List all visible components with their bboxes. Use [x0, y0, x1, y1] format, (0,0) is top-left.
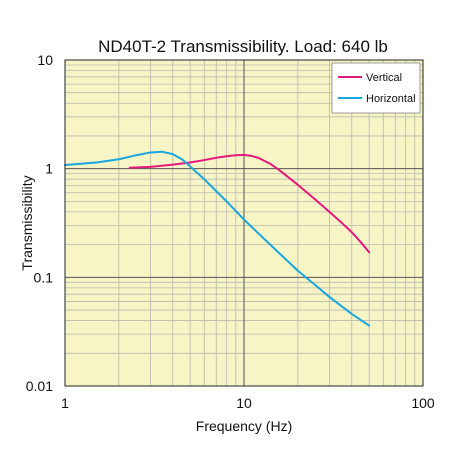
y-axis-title: Transmissibility [19, 175, 35, 270]
legend: Vertical Horizontal [331, 62, 421, 114]
series-line-vertical [128, 153, 371, 254]
legend-label: Horizontal [366, 93, 416, 105]
chart-title: ND40T-2 Transmissibility. Load: 640 lb [98, 37, 388, 56]
series-layer [64, 150, 371, 327]
y-tick-label: 0.01 [26, 378, 53, 394]
x-tick-label: 1 [61, 395, 69, 411]
plot-frame [64, 59, 424, 387]
y-tick-label: 0.1 [34, 269, 54, 285]
series-line-horizontal [64, 150, 371, 327]
x-tick-label: 100 [411, 395, 435, 411]
legend-box [331, 62, 421, 114]
y-axis-ticks: 10 1 0.1 0.01 [26, 52, 53, 394]
x-tick-label: 10 [236, 395, 252, 411]
x-axis-ticks: 1 10 100 [61, 395, 435, 411]
y-tick-label: 1 [45, 161, 53, 177]
x-axis-title: Frequency (Hz) [196, 418, 292, 434]
y-tick-label: 10 [37, 52, 53, 68]
legend-label: Vertical [366, 72, 402, 84]
